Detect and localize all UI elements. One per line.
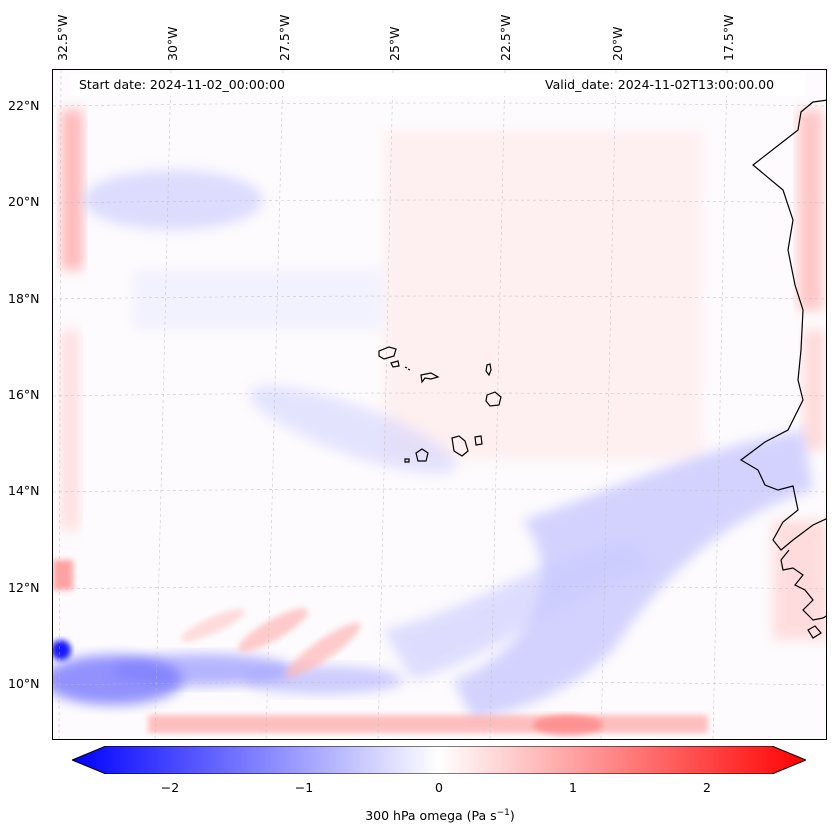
island-santiago bbox=[451, 435, 469, 457]
lon-label-22-5w: 22.5°W bbox=[498, 14, 513, 61]
valid-date-label: Valid_date: 2024-11-02T13:00:00.00 bbox=[545, 77, 775, 92]
island-santo-antao bbox=[378, 346, 397, 360]
map-panel[interactable] bbox=[52, 69, 827, 740]
lat-label-12n: 12°N bbox=[8, 580, 40, 595]
colorbar-tick-neg1: −1 bbox=[294, 780, 314, 795]
coastline bbox=[739, 99, 826, 639]
colorbar-tick-0: 0 bbox=[435, 780, 443, 795]
lon-label-30w: 30°W bbox=[165, 26, 180, 61]
island-sao-nicolau bbox=[420, 372, 440, 384]
island-santa-luzia bbox=[404, 366, 408, 369]
omega-field-map bbox=[53, 70, 826, 739]
lat-label-16n: 16°N bbox=[8, 387, 40, 402]
lon-label-20w: 20°W bbox=[610, 26, 625, 61]
lat-label-10n: 10°N bbox=[8, 676, 40, 691]
island-boa-vista bbox=[485, 391, 502, 407]
colorbar bbox=[72, 746, 806, 774]
colorbar-tick-neg2: −2 bbox=[160, 780, 180, 795]
colorbar-tick-2: 2 bbox=[703, 780, 711, 795]
omega-field-shading bbox=[53, 110, 826, 735]
island-brava bbox=[404, 458, 410, 463]
colorbar-label: 300 hPa omega (Pa s−1) bbox=[365, 808, 515, 823]
islands bbox=[378, 346, 502, 463]
graticule bbox=[53, 70, 826, 739]
colorbar-ramp bbox=[72, 746, 806, 774]
lon-label-17-5w: 17.5°W bbox=[721, 14, 736, 61]
island-sao-vicente bbox=[390, 360, 400, 368]
colorbar-tick-1: 1 bbox=[569, 780, 577, 795]
start-date-label: Start date: 2024-11-02_00:00:00 bbox=[79, 77, 285, 92]
island-maio bbox=[474, 435, 483, 446]
lon-label-32-5w: 32.5°W bbox=[55, 14, 70, 61]
island-sal bbox=[485, 363, 492, 377]
lat-label-14n: 14°N bbox=[8, 483, 40, 498]
lon-label-25w: 25°W bbox=[387, 26, 402, 61]
colorbar-label-end: ) bbox=[509, 808, 515, 824]
colorbar-label-main: 300 hPa omega (Pa s bbox=[365, 808, 497, 824]
info-bar-background bbox=[70, 74, 805, 96]
lat-label-18n: 18°N bbox=[8, 291, 40, 306]
lon-label-27-5w: 27.5°W bbox=[277, 14, 292, 61]
lat-label-22n: 22°N bbox=[8, 98, 40, 113]
colorbar-label-unit-exp: −1 bbox=[496, 808, 510, 818]
lat-label-20n: 20°N bbox=[8, 194, 40, 209]
island-fogo bbox=[415, 448, 429, 462]
